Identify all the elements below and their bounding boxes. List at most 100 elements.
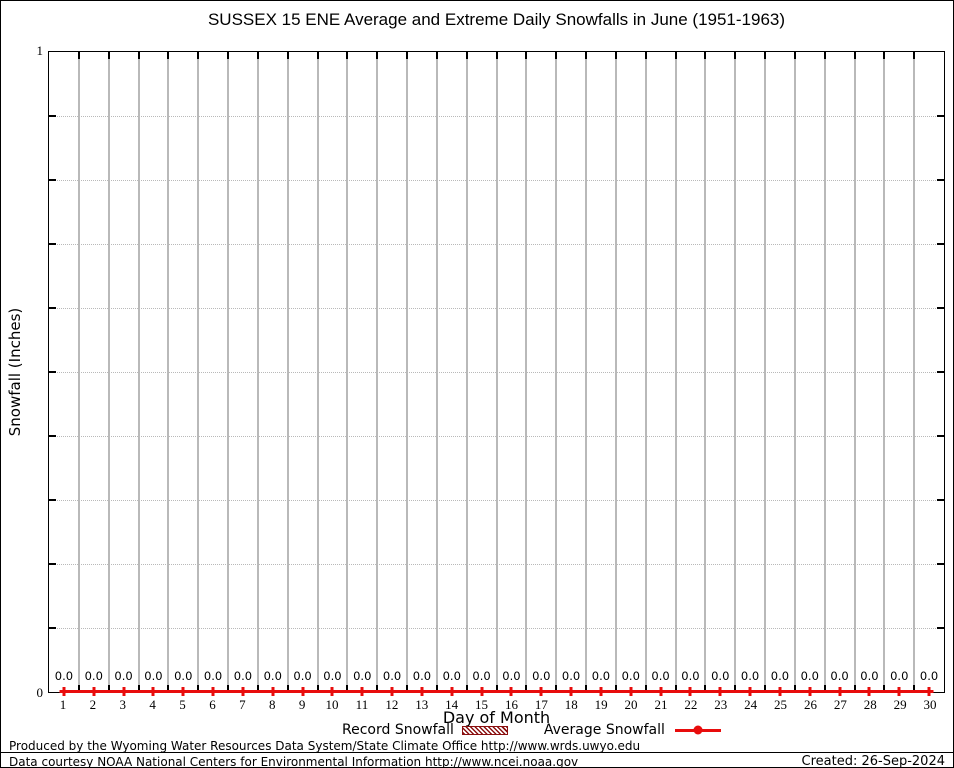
bottom-axis-tick <box>734 685 737 692</box>
x-axis-tick-label: 30 <box>923 697 937 712</box>
bottom-axis-tick <box>704 685 707 692</box>
legend-label-record-snowfall: Record Snowfall <box>342 722 454 738</box>
horizontal-gridline <box>49 180 944 181</box>
left-axis-tick <box>49 179 56 181</box>
x-axis-tick-label: 9 <box>298 697 306 712</box>
data-point-value-label: 0.0 <box>502 669 521 683</box>
left-axis-tick <box>49 115 56 117</box>
right-axis-tick <box>937 563 944 565</box>
data-point-value-label: 0.0 <box>144 669 163 683</box>
data-point-marker <box>148 687 158 696</box>
data-point-marker <box>506 687 516 696</box>
bottom-axis-tick <box>316 685 319 692</box>
top-axis-tick <box>197 52 200 59</box>
data-point-marker <box>357 687 367 696</box>
data-point-marker <box>805 687 815 696</box>
data-point-value-label: 0.0 <box>740 669 760 683</box>
data-point-value-label: 0.0 <box>711 669 730 683</box>
x-axis-tick-label: 4 <box>149 697 156 712</box>
horizontal-gridline <box>49 116 944 117</box>
legend-label-average-snowfall: Average Snowfall <box>543 722 665 738</box>
data-point-value-label: 0.0 <box>770 669 790 683</box>
bottom-axis-tick <box>853 685 856 692</box>
top-axis-tick <box>346 52 349 59</box>
x-axis-tick-label: 17 <box>534 697 548 712</box>
legend: Record Snowfall Average Snowfall <box>342 722 721 738</box>
plot-area: 0.0 0.0 0.0 0.0 0.0 0.0 0.0 0.0 0.0 0.0 0.0 0.0 0.0 0… <box>48 51 945 696</box>
bottom-axis-tick <box>614 685 617 692</box>
x-axis-tick-label: 20 <box>624 697 638 712</box>
left-axis-tick <box>49 499 56 501</box>
right-axis-tick <box>937 115 944 117</box>
average-snowfall-series-line <box>63 690 930 693</box>
line-dot-marker-icon <box>693 725 703 735</box>
data-point-marker <box>178 687 188 696</box>
data-point-value-label: 0.0 <box>442 669 461 683</box>
x-axis-tick-label: 19 <box>594 697 608 712</box>
data-point-marker <box>268 687 278 696</box>
right-axis-tick <box>937 435 944 437</box>
x-axis-tick-label: 11 <box>355 697 369 712</box>
top-axis-tick <box>704 52 707 59</box>
top-axis-tick <box>913 52 916 59</box>
x-axis-tick-label: 7 <box>239 697 246 712</box>
horizontal-gridline <box>49 372 944 373</box>
top-axis-tick <box>614 52 617 59</box>
x-axis-tick-label: 16 <box>504 697 518 712</box>
data-point-marker <box>566 687 576 696</box>
data-point-value-label: 0.0 <box>860 669 879 683</box>
data-point-value-label: 0.0 <box>353 669 372 683</box>
left-axis-tick <box>49 627 56 629</box>
bottom-axis-tick <box>167 685 170 692</box>
top-axis-tick <box>525 52 528 59</box>
data-point-value-label: 0.0 <box>323 669 342 683</box>
x-axis-tick-label: 25 <box>774 697 788 712</box>
top-axis-tick <box>644 52 647 59</box>
left-axis-tick <box>49 243 56 245</box>
right-axis-tick <box>937 179 944 181</box>
left-axis-tick <box>49 371 56 373</box>
data-point-value-label: 0.0 <box>651 669 670 683</box>
data-point-value-label: 0.0 <box>830 669 849 683</box>
data-point-marker <box>119 687 129 696</box>
x-axis-tick-label: 12 <box>385 697 399 712</box>
bottom-axis-tick <box>286 685 289 692</box>
data-point-marker <box>447 687 457 696</box>
horizontal-gridline <box>49 244 944 245</box>
top-axis-tick <box>77 52 80 59</box>
horizontal-gridline <box>49 436 944 437</box>
bottom-axis-tick <box>137 685 140 692</box>
top-axis-tick <box>256 52 259 59</box>
top-axis-tick <box>674 52 677 59</box>
y-axis-tick-label-min: 0 <box>36 685 44 700</box>
data-point-value-label: 0.0 <box>591 669 611 683</box>
data-point-marker <box>626 687 636 696</box>
x-axis-tick-label: 26 <box>803 697 817 712</box>
x-axis-tick-label: 28 <box>863 697 877 712</box>
top-axis-tick <box>316 52 319 59</box>
top-axis-tick <box>376 52 379 59</box>
top-axis-tick <box>734 52 737 59</box>
data-point-marker <box>835 687 845 696</box>
bottom-axis-tick <box>793 685 796 692</box>
x-axis-tick-label: 5 <box>179 697 186 712</box>
data-point-value-label: 0.0 <box>621 669 640 683</box>
data-point-value-label: 0.0 <box>54 669 74 683</box>
x-axis-title: Day of Month <box>442 708 551 727</box>
x-axis-tick-label: 23 <box>714 697 728 712</box>
bottom-axis-tick <box>465 685 468 692</box>
top-axis-tick <box>406 52 408 59</box>
right-axis-tick <box>937 243 944 245</box>
data-point-value-label: 0.0 <box>293 669 312 683</box>
x-axis-tick-label: 13 <box>415 697 429 712</box>
record-snowfall-hatched-swatch-icon <box>461 725 508 735</box>
top-axis-tick <box>764 52 766 59</box>
data-point-marker <box>745 687 755 696</box>
horizontal-gridline <box>49 628 944 629</box>
x-axis-tick-label: 24 <box>744 697 758 712</box>
bottom-axis-tick <box>883 685 886 692</box>
y-axis-title: Snowfall (Inches) <box>6 307 24 437</box>
data-point-marker <box>417 687 427 696</box>
top-axis-tick <box>853 52 856 59</box>
data-point-marker <box>238 687 248 696</box>
